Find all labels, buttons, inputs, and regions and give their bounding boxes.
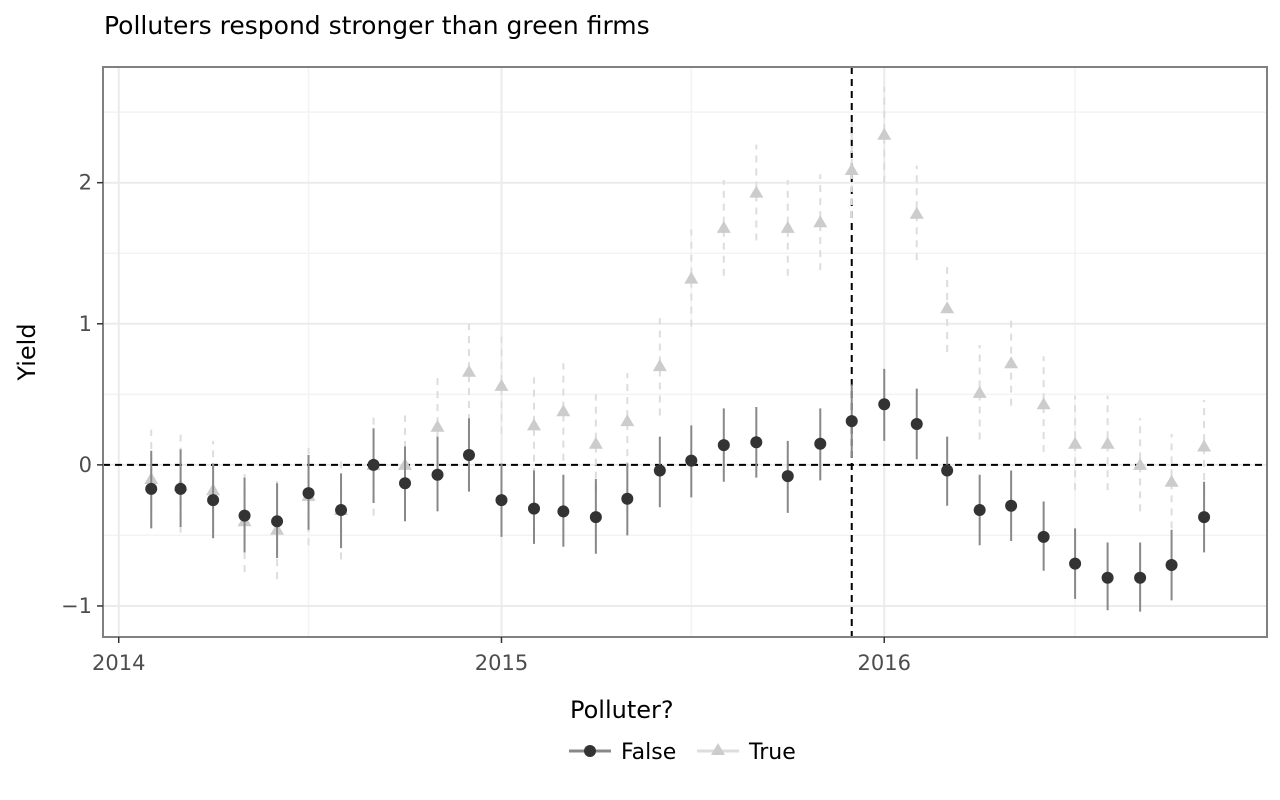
series-false — [145, 368, 1211, 612]
y-tick-label: 2 — [79, 171, 92, 195]
y-tick-label: −1 — [61, 594, 92, 618]
point-true — [652, 359, 667, 372]
point-false — [462, 448, 475, 461]
point-true — [844, 162, 859, 175]
legend-label-false: False — [621, 740, 676, 765]
plot-panel — [102, 66, 1268, 638]
legend-item-true: True — [697, 740, 796, 765]
legend: Polluter? False True — [569, 696, 796, 765]
legend-key-marker-true — [711, 743, 725, 755]
point-false — [1198, 511, 1211, 524]
point-true — [526, 418, 541, 431]
point-true — [556, 404, 571, 417]
point-false — [145, 482, 158, 495]
axis-layer: −1 0 1 2 2014 2015 2016 — [61, 171, 911, 675]
x-tick-label: 2014 — [92, 651, 145, 675]
point-false — [1165, 559, 1178, 572]
point-true — [749, 185, 764, 198]
legend-key-marker-false — [584, 745, 596, 757]
point-false — [910, 417, 923, 430]
point-false — [814, 437, 827, 450]
point-true — [909, 206, 924, 219]
point-true — [1100, 436, 1115, 449]
point-true — [1068, 436, 1083, 449]
point-false — [399, 477, 412, 490]
point-true — [588, 436, 603, 449]
point-false — [941, 464, 954, 477]
y-tick-label: 0 — [79, 453, 92, 477]
point-false — [431, 468, 444, 481]
point-false — [589, 511, 602, 524]
reference-lines — [103, 67, 1267, 637]
point-false — [621, 492, 634, 505]
point-true — [1004, 356, 1019, 369]
point-false — [238, 509, 251, 522]
point-false — [781, 470, 794, 483]
point-true — [620, 414, 635, 427]
panel-background — [103, 67, 1267, 637]
point-false — [1101, 571, 1114, 584]
point-false — [1069, 557, 1082, 570]
chart-title: Polluters respond stronger than green fi… — [104, 11, 650, 40]
point-false — [878, 398, 891, 411]
legend-item-false: False — [569, 740, 676, 765]
panel-border — [102, 66, 1268, 638]
legend-label-true: True — [748, 740, 796, 765]
point-true — [940, 301, 955, 314]
point-true — [1036, 397, 1051, 410]
point-true — [494, 378, 509, 391]
point-false — [335, 504, 348, 517]
point-true — [813, 215, 828, 228]
point-false — [207, 494, 220, 507]
point-true — [684, 271, 699, 284]
point-true — [716, 220, 731, 233]
point-false — [717, 439, 730, 452]
point-true — [972, 385, 987, 398]
point-false — [1005, 499, 1018, 512]
point-false — [1134, 571, 1147, 584]
point-true — [780, 220, 795, 233]
point-false — [271, 515, 284, 528]
point-false — [174, 482, 187, 495]
point-true — [1133, 457, 1148, 470]
point-true — [877, 127, 892, 140]
series-layer — [144, 86, 1212, 612]
point-false — [1037, 530, 1050, 543]
point-false — [653, 464, 666, 477]
point-false — [367, 458, 380, 471]
x-tick-label: 2016 — [858, 651, 911, 675]
x-tick-label: 2015 — [475, 651, 528, 675]
point-true — [430, 419, 445, 432]
legend-title: Polluter? — [570, 696, 674, 724]
point-false — [495, 494, 508, 507]
point-false — [557, 505, 570, 518]
point-true — [1164, 474, 1179, 487]
point-false — [750, 436, 763, 449]
point-true — [1197, 439, 1212, 452]
point-false — [527, 502, 540, 515]
y-tick-label: 1 — [79, 312, 92, 336]
point-false — [973, 504, 986, 517]
point-true — [461, 364, 476, 377]
point-false — [845, 415, 858, 428]
point-false — [685, 454, 698, 467]
y-axis-title: Yield — [13, 323, 41, 381]
point-false — [302, 487, 315, 500]
